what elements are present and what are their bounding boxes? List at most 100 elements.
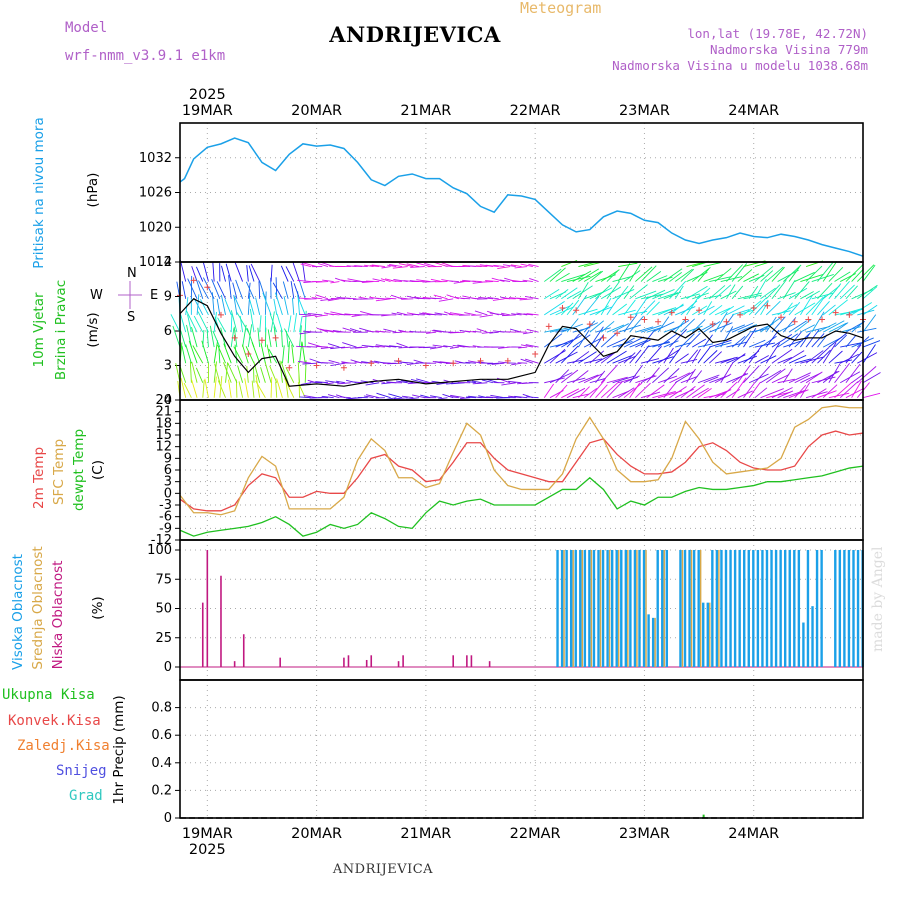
wind-arrow <box>726 305 745 316</box>
wind-arrow <box>411 313 425 316</box>
high-cloud-bar <box>565 550 568 667</box>
wind-axis-label: 10m Vjetar <box>31 292 47 367</box>
wind-arrow <box>492 298 505 301</box>
wind-arrow <box>390 280 403 282</box>
wind-arrow <box>561 345 579 364</box>
wind-arrow <box>260 343 266 364</box>
wind-arrow <box>862 372 881 384</box>
wind-arrow <box>811 347 830 364</box>
wind-axis-label-2: Brzina i Pravac <box>53 280 69 380</box>
wind-arrow <box>566 318 579 333</box>
wind-arrow <box>225 362 229 383</box>
wind-arrow <box>526 396 539 399</box>
wind-arrow <box>310 381 323 384</box>
precip-unit-label: 1hr Precip (mm) <box>111 695 127 804</box>
wind-arrow <box>366 280 380 282</box>
wind-arrow <box>213 340 219 364</box>
wind-arrow <box>583 296 600 316</box>
wind-arrow <box>783 340 803 348</box>
high-cloud-bar <box>647 614 650 667</box>
wind-arrow <box>198 280 209 300</box>
wind-arrow <box>652 321 675 333</box>
wind-arrow <box>555 272 570 282</box>
wind-arrow <box>416 262 431 268</box>
wind-arrow <box>501 314 516 317</box>
wind-arrow <box>692 338 707 348</box>
wind-arrow <box>731 377 747 398</box>
wind-arrow <box>669 347 682 364</box>
bottom-year-label: 2025 <box>189 842 226 858</box>
wind-arrow <box>358 296 368 300</box>
wind-arrow <box>258 281 261 299</box>
wind-arrow <box>760 317 781 333</box>
wind-arrow <box>327 298 340 302</box>
wind-arrow <box>674 370 695 384</box>
wind-arrow <box>195 367 204 383</box>
wind-gust-marker <box>600 334 607 341</box>
wind-arrow <box>514 395 528 399</box>
wind-arrow <box>646 384 665 399</box>
wind-arrow <box>410 266 425 268</box>
wind-arrow <box>612 303 628 316</box>
high-cloud-bar <box>656 550 659 667</box>
wind-arrow <box>703 376 719 384</box>
wind-arrow <box>578 374 599 384</box>
wind-arrow <box>822 320 845 333</box>
wind-gust-marker <box>422 362 429 369</box>
wind-arrow <box>595 305 609 316</box>
wind-arrow <box>720 276 743 282</box>
temp-tick-label: 6 <box>164 463 172 478</box>
wind-arrow <box>805 290 821 300</box>
wind-arrow <box>606 338 626 348</box>
bottom-day-label: 24MAR <box>728 826 779 842</box>
temp-tick-label: 9 <box>164 451 172 466</box>
wind-arrow <box>508 380 522 384</box>
wind-arrow <box>354 361 368 364</box>
wind-arrow <box>234 296 244 316</box>
wind-arrow <box>327 343 340 348</box>
wind-arrow <box>851 373 865 384</box>
wind-arrow <box>572 351 590 364</box>
wind-arrow <box>443 345 454 348</box>
wind-arrow <box>555 369 570 384</box>
wind-arrow <box>834 381 853 399</box>
wind-arrow <box>618 337 635 348</box>
wind-arrow <box>438 298 454 302</box>
wind-arrow <box>397 297 408 300</box>
wind-arrow <box>646 289 666 300</box>
wind-arrow <box>317 263 329 268</box>
wind-arrow <box>800 294 814 316</box>
precip-legend-item: Ukupna Kisa <box>2 687 95 703</box>
wind-arrow <box>663 347 674 364</box>
wind-arrow <box>330 346 346 350</box>
wind-tick-label: 3 <box>164 359 172 374</box>
wind-arrow <box>714 307 731 316</box>
wind-arrow <box>299 325 302 348</box>
temp-tick-label: 3 <box>164 475 172 490</box>
high-cloud-bar <box>592 550 596 667</box>
wind-arrow <box>697 346 711 364</box>
wind-arrow <box>845 344 862 364</box>
wind-arrow <box>828 322 847 333</box>
wind-arrow <box>389 345 403 348</box>
wind-arrow <box>634 344 650 364</box>
wind-arrow <box>600 332 618 348</box>
wind-arrow <box>606 350 627 364</box>
wind-arrow <box>737 269 753 282</box>
wind-gust-marker <box>737 311 744 318</box>
wind-gust-marker <box>696 307 703 314</box>
wind-arrow <box>283 296 289 315</box>
wind-arrow <box>834 280 850 300</box>
wind-arrow <box>432 344 448 348</box>
wind-arrow <box>543 333 563 348</box>
wind-arrow <box>354 346 368 349</box>
temp-tick-label: 24 <box>155 393 172 408</box>
wind-arrow <box>754 278 767 300</box>
wind-arrow <box>363 395 374 399</box>
wind-arrow <box>503 264 516 268</box>
wind-arrow <box>640 324 662 333</box>
wind-arrow <box>782 317 797 333</box>
wind-arrow <box>805 265 823 282</box>
wind-arrow <box>200 299 209 316</box>
